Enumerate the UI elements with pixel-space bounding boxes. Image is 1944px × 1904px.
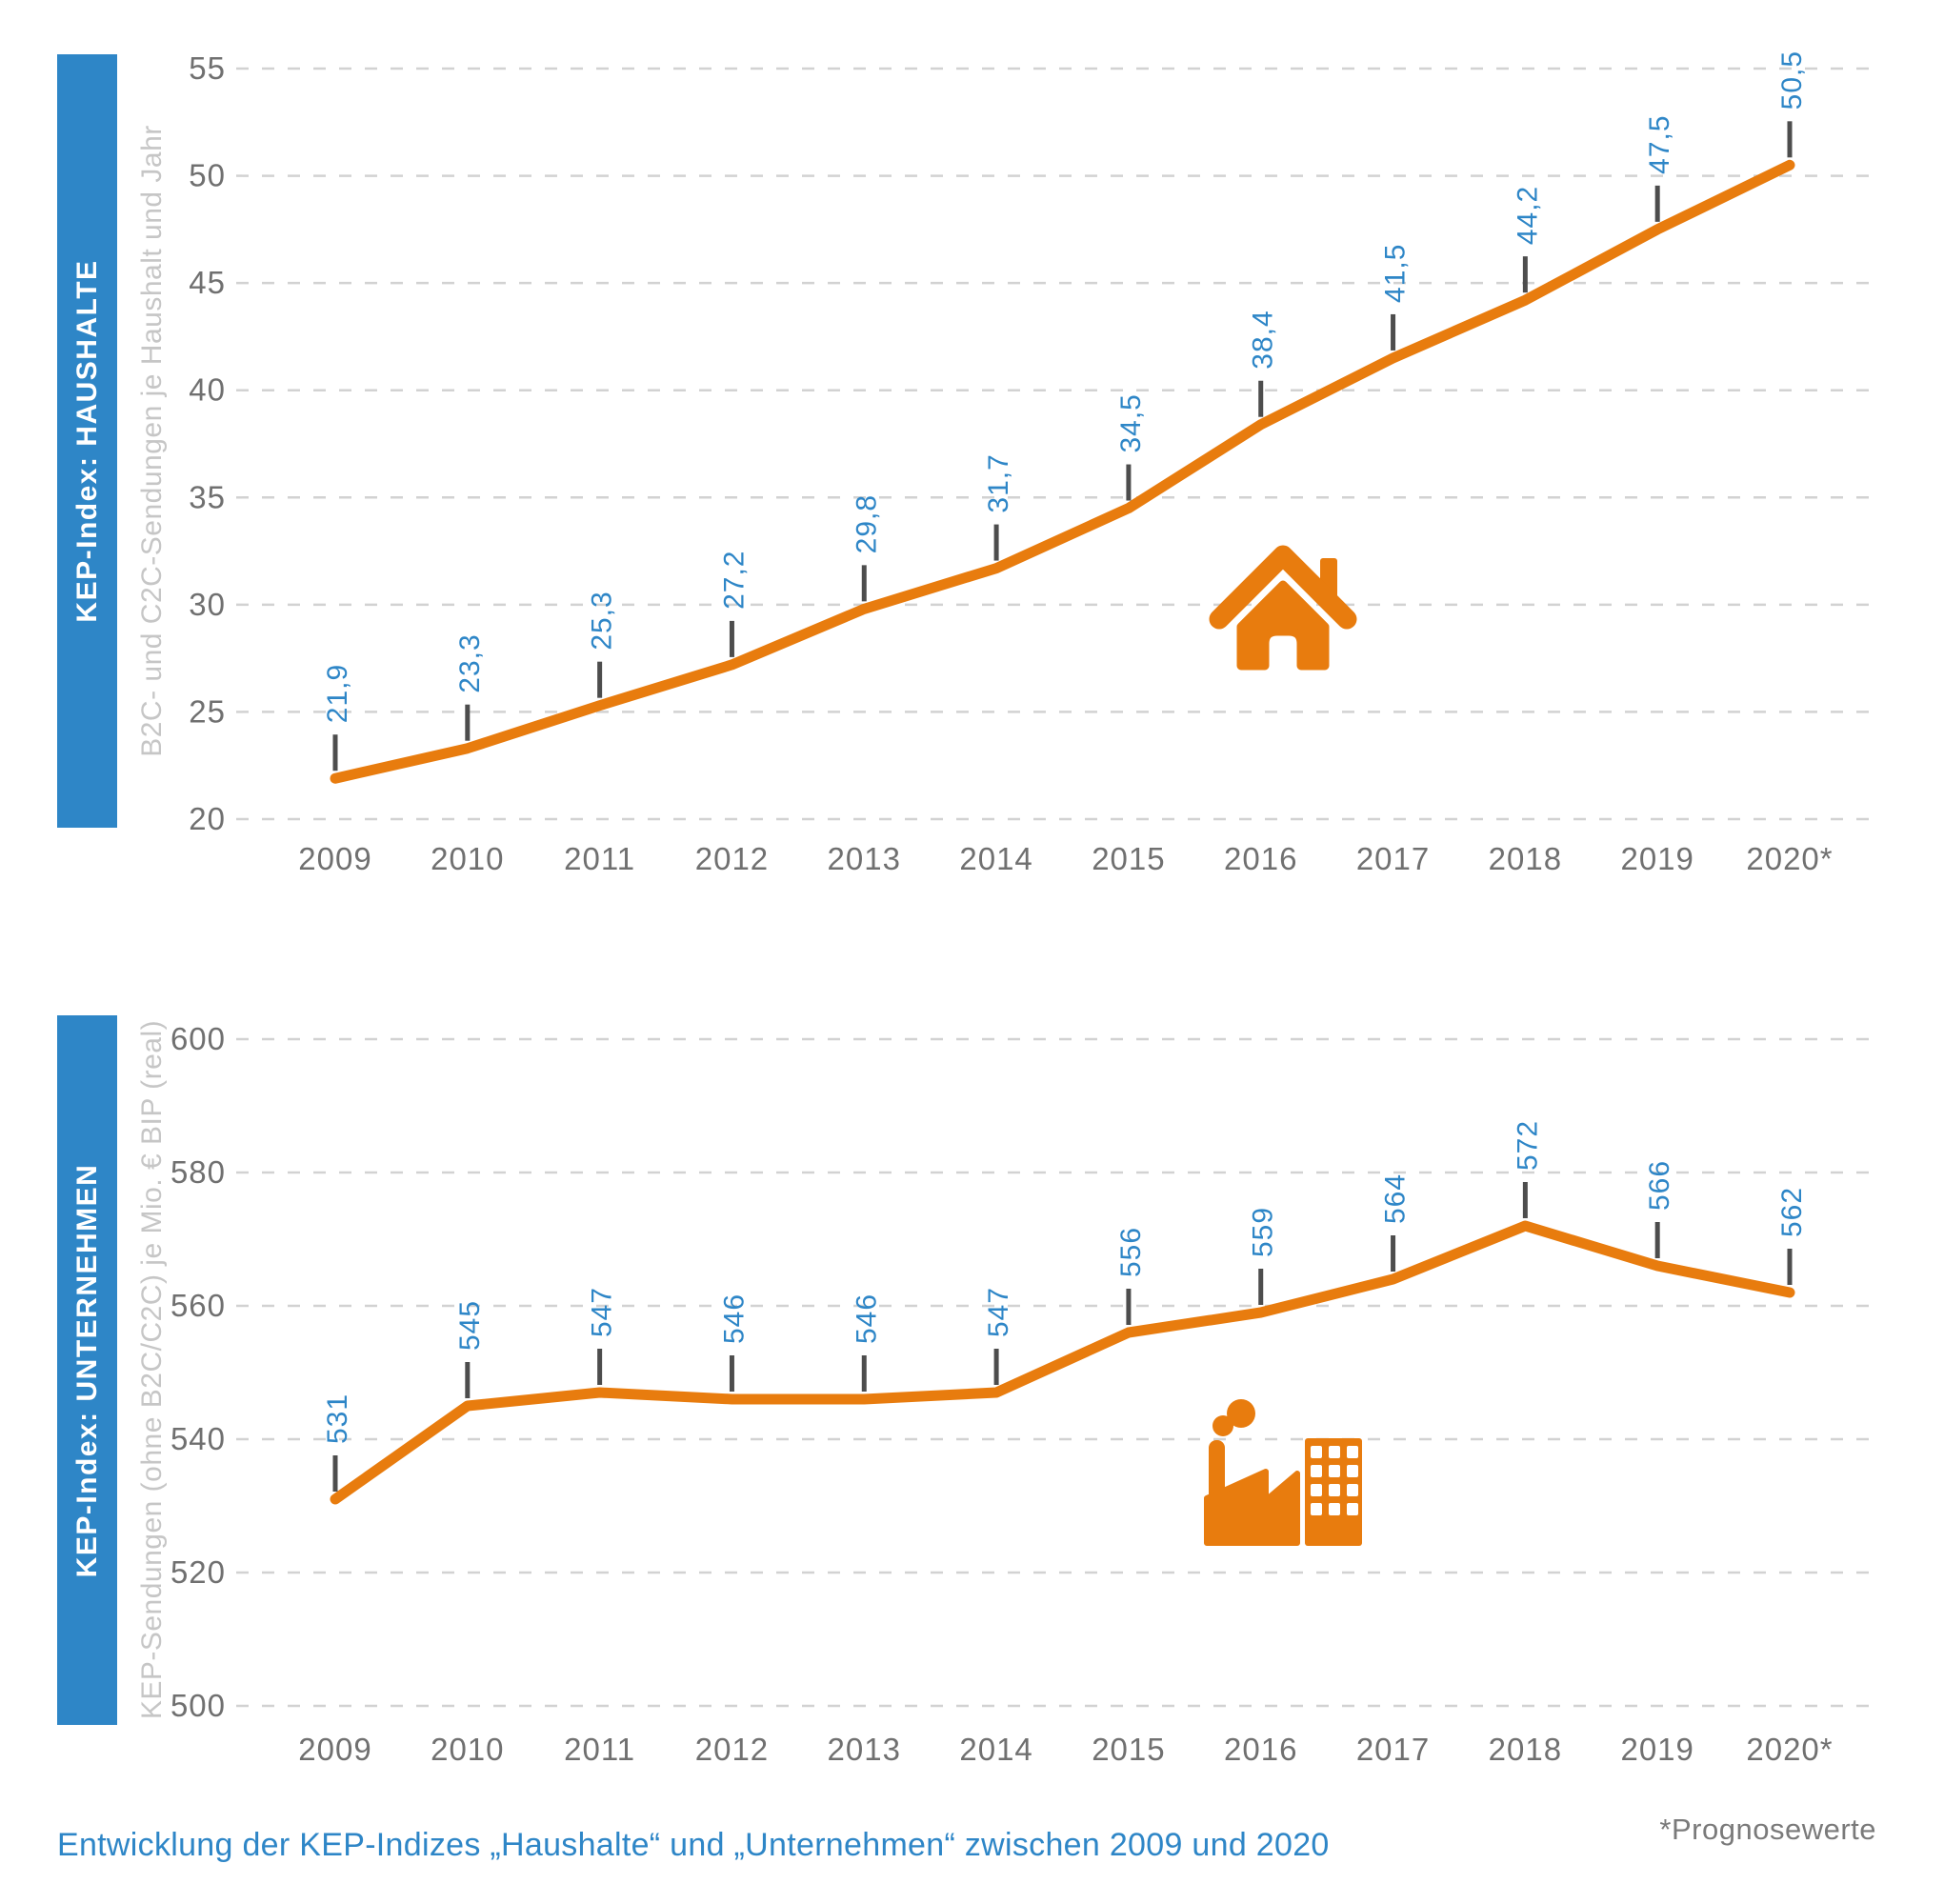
- y-axis-description-unternehmen: KEP-Sendungen (ohne B2C/C2C) je Mio. € B…: [136, 1019, 168, 1720]
- value-label: 31,7: [983, 453, 1014, 512]
- x-tick-label: 2016: [1224, 841, 1297, 876]
- value-label: 41,5: [1380, 244, 1412, 303]
- x-tick-label: 2020*: [1746, 841, 1833, 876]
- value-label: 564: [1380, 1173, 1412, 1224]
- factory-windows: [1311, 1446, 1358, 1515]
- x-tick-label: 2012: [695, 1732, 769, 1767]
- y-tick-label: 30: [189, 587, 226, 622]
- value-label: 562: [1776, 1187, 1808, 1237]
- x-tick-label: 2010: [431, 841, 504, 876]
- x-tick-label: 2020*: [1746, 1732, 1833, 1767]
- x-tick-label: 2014: [959, 1732, 1032, 1767]
- x-tick-label: 2013: [828, 841, 901, 876]
- band-haushalte-label: KEP-Index: HAUSHALTE: [70, 259, 103, 623]
- value-label: 547: [587, 1287, 618, 1337]
- y-tick-label: 600: [170, 1021, 226, 1056]
- x-tick-label: 2013: [828, 1732, 901, 1767]
- chart-unternehmen: 600 580 560 540 520 500 2009 2010 2011 2012 2013 20…: [170, 1021, 1875, 1767]
- y-tick-label: 540: [170, 1421, 226, 1456]
- y-tick-label: 500: [170, 1688, 226, 1723]
- value-label: 572: [1512, 1120, 1543, 1171]
- y-tick-label: 520: [170, 1554, 226, 1590]
- x-tick-label: 2012: [695, 841, 769, 876]
- x-tick-label: 2016: [1224, 1732, 1297, 1767]
- y-tick-label: 55: [189, 50, 226, 86]
- value-label: 38,4: [1248, 310, 1279, 369]
- y-tick-label: 560: [170, 1288, 226, 1323]
- y-tick-label: 45: [189, 265, 226, 300]
- value-label: 547: [983, 1287, 1014, 1337]
- band-haushalte: KEP-Index: HAUSHALTE: [57, 54, 117, 828]
- value-label: 47,5: [1644, 114, 1675, 173]
- x-tick-label: 2017: [1356, 841, 1430, 876]
- y-tick-label: 40: [189, 372, 226, 408]
- value-label: 29,8: [851, 494, 882, 553]
- x-tick-label: 2015: [1092, 1732, 1165, 1767]
- y-tick-label: 50: [189, 158, 226, 193]
- x-tick-label: 2018: [1489, 841, 1562, 876]
- x-tick-label: 2009: [298, 1732, 371, 1767]
- x-tick-label: 2009: [298, 841, 371, 876]
- chart-caption: Entwicklung der KEP-Indizes „Haushalte“ …: [57, 1827, 1330, 1863]
- y-tick-label: 20: [189, 801, 226, 836]
- value-label: 44,2: [1512, 186, 1543, 245]
- data-line: [330, 1220, 1795, 1505]
- chart-haushalte: 55 50 45 40 35 30 25 20 2009 2010 2011 2012 2013 2014…: [189, 50, 1875, 876]
- x-tick-label: 2017: [1356, 1732, 1430, 1767]
- value-label: 556: [1115, 1227, 1147, 1277]
- y-tick-label: 35: [189, 479, 226, 514]
- value-label: 559: [1248, 1207, 1279, 1257]
- x-tick-label: 2018: [1489, 1732, 1562, 1767]
- x-tick-label: 2011: [564, 1732, 635, 1767]
- y-axis-description-haushalte: B2C- und C2C-Sendungen je Haushalt und J…: [136, 125, 168, 757]
- x-tick-label: 2010: [431, 1732, 504, 1767]
- value-label: 546: [718, 1293, 750, 1344]
- value-label: 34,5: [1115, 393, 1147, 452]
- x-tick-label: 2014: [959, 841, 1032, 876]
- value-label: 50,5: [1776, 50, 1808, 110]
- x-tick-label: 2015: [1092, 841, 1165, 876]
- band-unternehmen: KEP-Index: UNTERNEHMEN: [57, 1015, 117, 1725]
- value-label: 25,3: [587, 591, 618, 650]
- y-tick-label: 25: [189, 693, 226, 729]
- data-line: [330, 159, 1795, 784]
- value-label: 566: [1644, 1160, 1675, 1211]
- value-label: 23,3: [454, 633, 486, 692]
- house-icon: [1209, 545, 1357, 671]
- value-label: 546: [851, 1293, 882, 1344]
- value-label: 545: [454, 1300, 486, 1351]
- value-label: 531: [322, 1393, 353, 1444]
- y-tick-label: 580: [170, 1154, 226, 1190]
- factory-icon: [1204, 1399, 1362, 1546]
- value-label: 27,2: [718, 551, 750, 610]
- band-unternehmen-label: KEP-Index: UNTERNEHMEN: [70, 1163, 103, 1577]
- value-label: 21,9: [322, 664, 353, 723]
- x-tick-label: 2019: [1620, 841, 1693, 876]
- x-tick-label: 2011: [564, 841, 635, 876]
- x-tick-label: 2019: [1620, 1732, 1693, 1767]
- forecast-footnote: *Prognosewerte: [1659, 1813, 1876, 1846]
